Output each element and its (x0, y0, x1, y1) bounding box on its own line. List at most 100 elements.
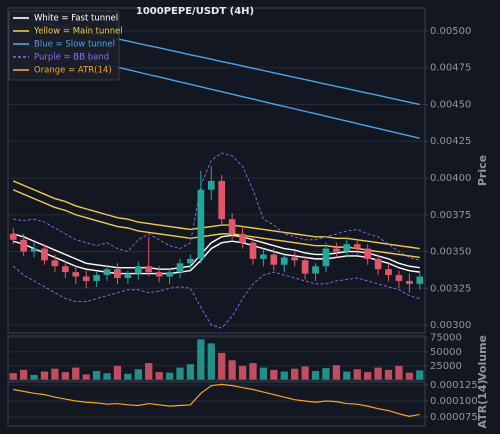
volume-bar (405, 372, 414, 380)
tunnel-line (13, 233, 420, 270)
plot-area (8, 383, 425, 418)
volume-bar (249, 363, 257, 380)
candle-body (82, 276, 90, 281)
volume-bar (30, 374, 38, 380)
candle-body (312, 266, 319, 274)
candle-body (280, 257, 288, 265)
volume-bar (124, 373, 132, 380)
y-axis-label: Volume (476, 335, 489, 381)
candle-body (406, 280, 413, 284)
candle-body (239, 233, 246, 243)
legend-label: Purple = BB band (34, 53, 109, 63)
candle-body (51, 260, 59, 267)
y-tick-label: 0.00375 (430, 210, 471, 221)
volume-bar (218, 352, 226, 380)
y-tick-label: 25000 (430, 361, 462, 372)
plot-area (8, 337, 425, 380)
volume-bar (207, 343, 215, 380)
volume-bar (332, 365, 341, 380)
volume-bar (51, 368, 59, 380)
candle-body (114, 269, 121, 278)
volume-bar (238, 365, 247, 380)
volume-bar (280, 371, 288, 380)
candle-body (353, 244, 361, 249)
y-tick-label: 0.000100 (430, 396, 478, 407)
y-tick-label: 0.00450 (430, 99, 471, 110)
volume-bar (291, 368, 299, 380)
candle-body (176, 263, 184, 273)
y-tick-label: 0.00350 (430, 247, 471, 258)
volume-bar (395, 365, 403, 380)
legend-label: Yellow = Main tunnel (33, 27, 123, 37)
y-tick-label: 50000 (430, 347, 462, 358)
volume-bar (416, 370, 424, 380)
y-tick-label: 0.00400 (430, 173, 471, 184)
candle-body (218, 180, 226, 220)
candle-body (20, 239, 27, 252)
volume-bar (364, 372, 372, 380)
y-tick-label: 0.000125 (430, 380, 478, 391)
candle-body (395, 275, 403, 281)
panel-frame (7, 335, 426, 381)
atr-line (13, 383, 420, 417)
tunnel-line (12, 180, 420, 250)
volume-bar (82, 374, 90, 380)
volume-bar (40, 371, 49, 380)
chart-title: 1000PEPE/USDT (4H) (136, 6, 254, 17)
volume-bar (9, 373, 17, 380)
candle-body (343, 244, 351, 252)
candle-body (145, 266, 153, 273)
candle-body (228, 219, 236, 234)
candle-body (364, 248, 371, 259)
candle-body (124, 273, 132, 278)
volume-bar (165, 372, 174, 380)
volume-bar (145, 363, 153, 380)
volume-bar (186, 364, 195, 380)
plot-layer: 0.00300 0.00325 0.00350 0.00375 0.00400 0.004… (7, 7, 489, 429)
candle-body (72, 272, 80, 277)
candle-body (93, 275, 100, 281)
candle-body (374, 258, 382, 270)
candle-body (62, 266, 69, 273)
candle-body (270, 254, 278, 265)
candle-body (134, 266, 142, 274)
legend-label: Blue = Slow tunnel (34, 40, 115, 50)
legend-box (8, 10, 120, 81)
y-tick-label: 0.00500 (430, 26, 471, 37)
candle-body (301, 260, 309, 274)
legend-label: Orange = ATR(14) (34, 66, 112, 76)
candle-body (155, 272, 163, 277)
candle-body (260, 254, 267, 259)
volume-bar (270, 369, 278, 380)
volume-bar (353, 369, 361, 380)
y-tick-label: 0.00475 (430, 63, 471, 74)
panel-frame (7, 7, 426, 334)
candle-body (197, 189, 205, 259)
volume-bar (155, 372, 163, 380)
candle-body (385, 269, 392, 276)
candle-body (103, 269, 111, 276)
y-tick-label: 0.00425 (430, 136, 471, 147)
candle-body (291, 257, 299, 261)
candle-body (207, 180, 215, 190)
candle-body (9, 233, 17, 240)
volume-bar (228, 360, 236, 380)
volume-bar (92, 370, 101, 380)
volume-bar (322, 368, 330, 380)
legend-label: White = Fast tunnel (34, 14, 118, 24)
volume-bar (19, 369, 28, 380)
y-tick-label: 0.000075 (430, 412, 478, 423)
volume-bar (103, 373, 111, 380)
volume-bar (113, 365, 122, 380)
y-tick-label: 0.00325 (430, 283, 471, 294)
volume-bar (259, 367, 268, 380)
candle-body (333, 248, 340, 252)
volume-bar (343, 371, 351, 380)
candle-body (416, 276, 424, 284)
panel: 25000 50000 75000 Volume (7, 333, 489, 381)
y-tick-label: 0.00300 (430, 320, 471, 331)
volume-bar (61, 372, 69, 380)
volume-bar (301, 366, 309, 380)
legend: White = Fast tunnel Yellow = Main tunnel B… (8, 10, 123, 81)
